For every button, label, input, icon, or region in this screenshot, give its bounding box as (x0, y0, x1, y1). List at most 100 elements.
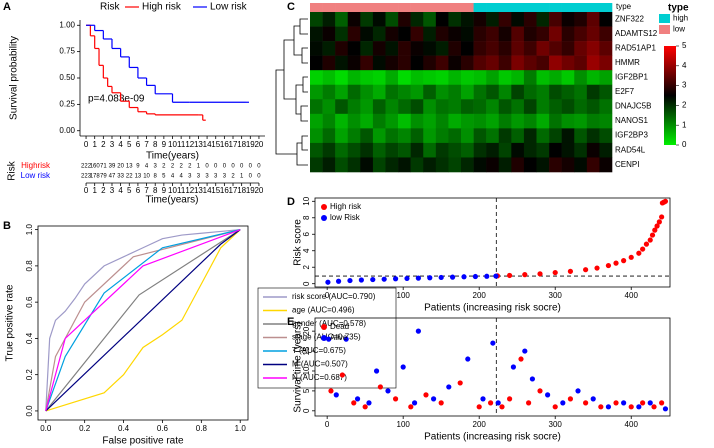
point (647, 237, 653, 243)
point (484, 273, 490, 279)
heat-cell (536, 41, 550, 56)
point (370, 276, 376, 283)
heat-cell (523, 41, 537, 56)
heat-cell (410, 41, 424, 56)
x-axis-label: Patients (increasing risk socre) (424, 303, 561, 314)
heat-cell (448, 70, 462, 86)
point (594, 265, 600, 271)
heat-cell (574, 84, 588, 100)
heat-cell (360, 41, 374, 56)
heat-cell (347, 84, 361, 100)
heat-cell (435, 113, 449, 129)
y-tick-label: 10 (302, 196, 311, 205)
heat-cell (523, 55, 537, 71)
y-tick-label: 1.00 (59, 20, 75, 29)
heat-cell (561, 99, 575, 115)
heat-cell (549, 157, 562, 173)
legend-marker (321, 215, 327, 221)
table-count: 3 (154, 164, 158, 170)
point (510, 364, 517, 370)
heat-cell (410, 113, 424, 129)
row-label: E2F7 (615, 87, 635, 96)
row-label: DNAJC5B (615, 102, 651, 111)
heat-cell (599, 142, 613, 158)
table-count: 1 (240, 174, 244, 180)
heat-cell (423, 128, 437, 144)
point (647, 400, 653, 406)
heat-cell (511, 84, 525, 100)
heat-cell (310, 157, 323, 173)
point (427, 275, 433, 281)
heat-cell (461, 41, 474, 56)
point (605, 404, 612, 410)
x-axis-label: Patients (increasing risk socre) (424, 432, 561, 443)
table-count: 9 (136, 164, 140, 170)
point (552, 269, 558, 276)
color-bar (664, 46, 676, 145)
x-tick-label: 200 (473, 420, 487, 429)
heat-cell (473, 26, 487, 42)
heat-cell (410, 157, 424, 173)
point (654, 223, 660, 229)
x-tick-label: 100 (397, 420, 411, 429)
heat-cell (486, 142, 500, 158)
x-tick-label: 0.4 (118, 424, 130, 433)
point (408, 404, 414, 410)
heat-cell (549, 99, 562, 115)
heat-cell (398, 99, 411, 115)
heat-cell (335, 41, 349, 56)
x-tick-label: 8 (153, 140, 158, 149)
table-count: 33 (117, 174, 124, 180)
table-count: 8 (154, 174, 158, 180)
point (493, 273, 499, 279)
x-tick-label: 10 (168, 140, 177, 149)
heat-cell (410, 84, 424, 100)
x-tick-label: 200 (473, 291, 487, 300)
heat-cell (498, 113, 512, 129)
heat-cell (410, 12, 424, 27)
x-tick-label: 0.8 (196, 424, 208, 433)
legend-label: low (673, 25, 685, 34)
color-tick-label: 0 (682, 140, 687, 149)
heat-cell (448, 55, 462, 71)
heat-cell (461, 84, 474, 100)
point (560, 400, 566, 406)
point (662, 406, 669, 412)
annotation-cell (536, 3, 550, 12)
table-count: 47 (109, 174, 116, 180)
table-count: 20 (117, 164, 124, 170)
table-tick-label: 10 (168, 186, 177, 195)
point (385, 388, 391, 394)
table-count: 0 (257, 164, 261, 170)
heat-cell (586, 26, 600, 42)
roc-curve (45, 229, 241, 412)
point (487, 400, 494, 406)
heat-cell (473, 113, 487, 129)
heat-cell (549, 70, 562, 86)
table-count: 2 (162, 164, 166, 170)
annotation-cell (486, 3, 500, 12)
color-tick-label: 4 (682, 61, 687, 70)
y-tick-label: 0.25 (59, 99, 75, 108)
legend-title: Risk (100, 2, 120, 13)
heat-cell (335, 84, 349, 100)
point (449, 274, 456, 280)
point (373, 368, 380, 374)
heat-cell (473, 41, 487, 56)
heat-cell (310, 99, 323, 115)
annotation-cell (372, 3, 386, 12)
heat-cell (574, 142, 588, 158)
point (522, 272, 528, 278)
heat-cell (586, 128, 600, 144)
heat-cell (461, 55, 474, 71)
heat-cell (523, 142, 537, 158)
heat-cell (347, 142, 361, 158)
y-tick-label: 0 (302, 281, 311, 286)
y-tick-label: 0 (302, 408, 311, 413)
heat-cell (448, 157, 462, 173)
panel-label: E (287, 316, 294, 328)
heat-cell (372, 113, 386, 129)
point (537, 388, 543, 394)
panel-label: B (3, 220, 11, 232)
